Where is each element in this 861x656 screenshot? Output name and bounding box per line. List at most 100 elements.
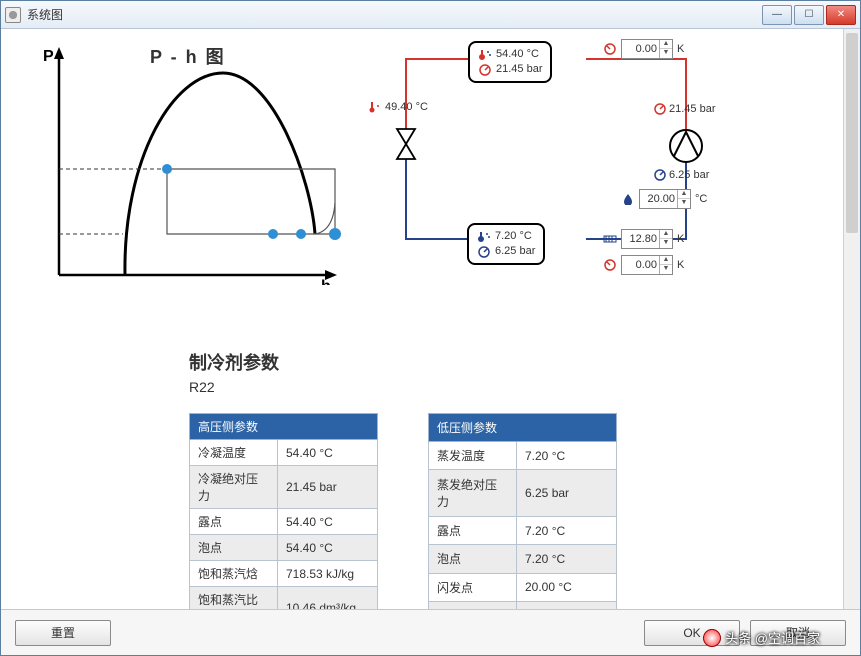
discharge-superheat-input[interactable]: 0.00▲▼ xyxy=(621,39,673,59)
table-row: 露点54.40 °C xyxy=(190,509,378,535)
droplet-icon xyxy=(621,193,635,205)
unit-label: K xyxy=(677,43,684,55)
scrollbar-thumb[interactable] xyxy=(846,33,858,233)
suction-press-label: 6.25 bar xyxy=(653,169,709,181)
gauge-icon xyxy=(603,259,617,271)
y-axis-label: P xyxy=(43,48,54,65)
unit-label: K xyxy=(677,259,684,271)
bottom-bar: 重置 OK 取消 xyxy=(1,609,860,655)
ok-button[interactable]: OK xyxy=(644,620,740,646)
ph-chart: P - h 图 P h xyxy=(15,39,345,285)
temperature-icon xyxy=(478,49,492,61)
pressure-gauge-icon xyxy=(653,103,667,115)
table-row: 泡点54.40 °C xyxy=(190,535,378,561)
spin-down-icon[interactable]: ▼ xyxy=(660,239,672,248)
suction-temp-field[interactable]: 20.00▲▼ °C xyxy=(621,189,707,209)
app-icon xyxy=(5,7,21,23)
param-value: 20.00 °C xyxy=(517,573,617,601)
evaporator-box: 7.20 °C 6.25 bar xyxy=(467,223,545,265)
high-side-table: 高压侧参数 冷凝温度54.40 °C冷凝绝对压力21.45 bar露点54.40… xyxy=(189,413,378,630)
refrigerant-name: R22 xyxy=(189,379,829,395)
table-row: 闪发点20.00 °C xyxy=(429,573,617,601)
spin-up-icon[interactable]: ▲ xyxy=(678,190,690,199)
discharge-press-label: 21.45 bar xyxy=(653,103,715,115)
param-value: 54.40 °C xyxy=(278,509,378,535)
suction-temp-input[interactable]: 20.00▲▼ xyxy=(639,189,691,209)
inner-panel: P - h 图 P h xyxy=(1,29,843,609)
ph-chart-svg: P h xyxy=(15,39,345,285)
evaporator-press: 6.25 bar xyxy=(495,244,535,259)
param-value: 21.45 bar xyxy=(278,466,378,509)
param-value: 54.40 °C xyxy=(278,440,378,466)
param-label: 冷凝绝对压力 xyxy=(190,466,278,509)
condenser-box: 54.40 °C 21.45 bar xyxy=(468,41,552,83)
high-side-header: 高压侧参数 xyxy=(190,414,378,440)
window-title: 系统图 xyxy=(27,6,762,23)
spin-down-icon[interactable]: ▼ xyxy=(660,49,672,58)
close-button[interactable]: ✕ xyxy=(826,5,856,25)
suction-superheat-field[interactable]: 0.00▲▼ K xyxy=(603,255,684,275)
table-row: 露点7.20 °C xyxy=(429,517,617,545)
param-value: 7.20 °C xyxy=(517,517,617,545)
condenser-press: 21.45 bar xyxy=(496,62,542,77)
table-row: 泡点7.20 °C xyxy=(429,545,617,573)
pressure-gauge-icon xyxy=(477,246,491,258)
x-axis-label: h xyxy=(321,278,331,285)
unit-label: K xyxy=(677,233,684,245)
temperature-icon xyxy=(369,101,383,113)
param-label: 泡点 xyxy=(429,545,517,573)
ph-chart-title: P - h 图 xyxy=(150,43,226,69)
maximize-button[interactable]: ☐ xyxy=(794,5,824,25)
param-value: 7.20 °C xyxy=(517,545,617,573)
spin-down-icon[interactable]: ▼ xyxy=(660,265,672,274)
gauge-icon xyxy=(603,43,617,55)
unit-label: °C xyxy=(695,193,707,205)
table-row: 饱和蒸汽焓718.53 kJ/kg xyxy=(190,561,378,587)
reset-button[interactable]: 重置 xyxy=(15,620,111,646)
param-label: 蒸发温度 xyxy=(429,442,517,470)
evaporator-temp: 7.20 °C xyxy=(495,229,532,244)
param-section: 制冷剂参数 R22 高压侧参数 冷凝温度54.40 °C冷凝绝对压力21.45 … xyxy=(15,349,829,630)
spin-up-icon[interactable]: ▲ xyxy=(660,256,672,265)
suction-superheat-input[interactable]: 0.00▲▼ xyxy=(621,255,673,275)
table-row: 冷凝绝对压力21.45 bar xyxy=(190,466,378,509)
minimize-button[interactable]: — xyxy=(762,5,792,25)
evap-superheat-input[interactable]: 12.80▲▼ xyxy=(621,229,673,249)
spin-up-icon[interactable]: ▲ xyxy=(660,40,672,49)
table-row: 蒸发绝对压力6.25 bar xyxy=(429,470,617,517)
param-label: 露点 xyxy=(190,509,278,535)
expansion-inlet-label: 49.40 °C xyxy=(369,101,428,113)
pressure-gauge-icon xyxy=(653,169,667,181)
pressure-gauge-icon xyxy=(478,64,492,76)
app-window: 系统图 — ☐ ✕ P - h 图 P h xyxy=(0,0,861,656)
condenser-temp: 54.40 °C xyxy=(496,47,539,62)
system-schematic: 54.40 °C 21.45 bar 7.20 °C 6.25 bar 49.4… xyxy=(363,39,829,289)
spin-up-icon[interactable]: ▲ xyxy=(660,230,672,239)
param-label: 冷凝温度 xyxy=(190,440,278,466)
param-value: 54.40 °C xyxy=(278,535,378,561)
schematic-svg xyxy=(363,39,829,289)
spin-down-icon[interactable]: ▼ xyxy=(678,199,690,208)
param-label: 饱和蒸汽焓 xyxy=(190,561,278,587)
low-side-table: 低压侧参数 蒸发温度7.20 °C蒸发绝对压力6.25 bar露点7.20 °C… xyxy=(428,413,617,630)
param-value: 6.25 bar xyxy=(517,470,617,517)
titlebar: 系统图 — ☐ ✕ xyxy=(1,1,860,29)
param-value: 7.20 °C xyxy=(517,442,617,470)
param-label: 闪发点 xyxy=(429,573,517,601)
top-row: P - h 图 P h xyxy=(15,39,829,289)
param-tables: 高压侧参数 冷凝温度54.40 °C冷凝绝对压力21.45 bar露点54.40… xyxy=(189,413,829,630)
param-heading: 制冷剂参数 xyxy=(189,349,829,375)
table-row: 冷凝温度54.40 °C xyxy=(190,440,378,466)
evap-superheat-field[interactable]: 12.80▲▼ K xyxy=(603,229,684,249)
param-label: 露点 xyxy=(429,517,517,545)
cancel-button[interactable]: 取消 xyxy=(750,620,846,646)
heat-exchanger-icon xyxy=(603,233,617,245)
window-controls: — ☐ ✕ xyxy=(762,5,856,25)
temperature-icon xyxy=(477,231,491,243)
param-value: 718.53 kJ/kg xyxy=(278,561,378,587)
param-label: 泡点 xyxy=(190,535,278,561)
discharge-superheat-field[interactable]: 0.00▲▼ K xyxy=(603,39,684,59)
content-area: P - h 图 P h xyxy=(1,29,860,655)
vertical-scrollbar[interactable] xyxy=(843,29,860,655)
param-label: 蒸发绝对压力 xyxy=(429,470,517,517)
